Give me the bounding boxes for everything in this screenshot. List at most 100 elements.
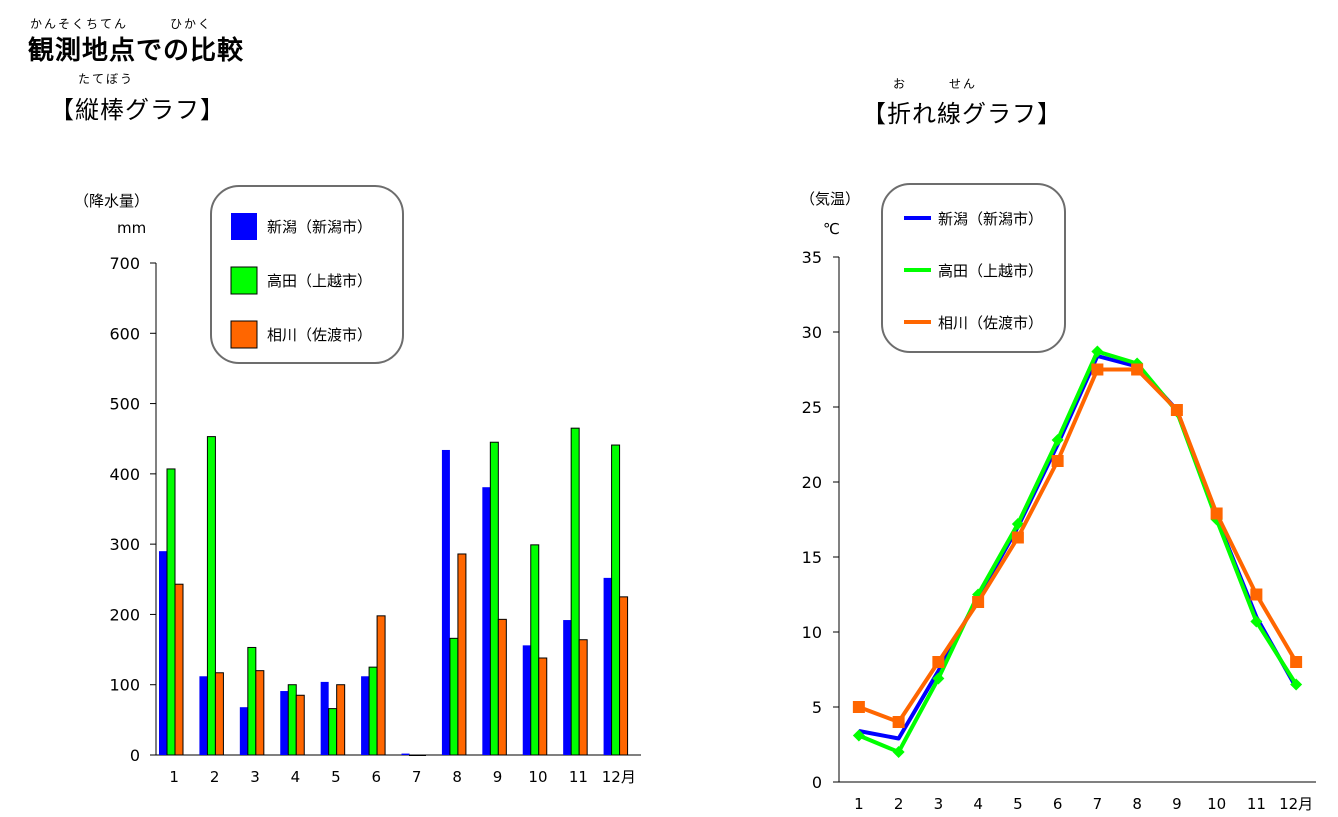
bar-3 — [417, 754, 426, 756]
bar-3 — [295, 694, 305, 756]
bar-1 — [239, 707, 248, 755]
bar-1 — [361, 676, 370, 755]
bar-chart-x-tick-label: 7 — [412, 768, 422, 786]
line-chart-x-tick-label: 11 — [1247, 795, 1266, 813]
data-point-3 — [852, 701, 865, 713]
data-point-2 — [892, 746, 905, 758]
bar-3 — [214, 672, 224, 756]
bar-3 — [619, 596, 629, 756]
bar-chart-ylabel: （降水量） — [74, 192, 150, 210]
page-title: 観測地点での比較 — [28, 36, 245, 66]
series-line-3 — [858, 367, 1298, 724]
bar-chart-y-tick-label: 0 — [130, 746, 140, 765]
bar-1 — [159, 551, 167, 755]
data-point-3 — [892, 716, 905, 728]
data-point-2 — [932, 672, 945, 685]
bar-3 — [174, 583, 184, 756]
line-chart-x-tick-label: 9 — [1172, 795, 1182, 813]
legend-swatch — [230, 266, 258, 295]
bar-2 — [206, 436, 216, 756]
legend-label: 高田（上越市） — [938, 262, 1043, 280]
bar-chart-x-tick-label: 9 — [493, 768, 503, 786]
bar-3 — [578, 639, 588, 756]
bar-chart-y-tick-label: 400 — [109, 465, 140, 484]
legend-swatch — [231, 213, 257, 240]
line-chart-yunit: ℃ — [823, 220, 840, 238]
bar-3 — [336, 684, 346, 756]
line-chart-ylabel: （気温） — [800, 190, 861, 208]
line-chart-x-tick-label: 2 — [894, 795, 904, 813]
line-chart-title: 【折れ線グラフ】 — [862, 100, 1062, 128]
bar-chart-x-tick-label: 2 — [210, 768, 220, 786]
legend-label: 新潟（新潟市） — [938, 210, 1043, 228]
line-chart-y-tick-label: 15 — [802, 548, 822, 567]
bar-1 — [320, 681, 329, 755]
bar-chart-y-tick-label: 600 — [109, 324, 140, 343]
bar-3 — [457, 553, 467, 756]
bar-chart-x-tick-label: 10 — [528, 768, 547, 786]
data-point-3 — [1250, 588, 1263, 601]
bar-1 — [441, 449, 450, 755]
data-point-2 — [1051, 434, 1064, 446]
data-point-3 — [1011, 531, 1024, 544]
bar-3 — [497, 618, 507, 756]
data-point-2 — [852, 729, 865, 742]
bar-chart-x-tick-label: 6 — [372, 768, 382, 786]
series-line-2 — [858, 349, 1298, 754]
data-point-2 — [1011, 518, 1024, 530]
bar-2 — [570, 427, 580, 756]
bar-3 — [255, 670, 265, 756]
line-chart-y-tick-label: 10 — [802, 623, 822, 642]
line-chart-x-tick-label: 1 — [854, 795, 864, 813]
bar-2 — [530, 544, 540, 756]
line-chart-y-tick-label: 0 — [812, 773, 822, 792]
data-point-3 — [1091, 363, 1104, 376]
line-chart-y-tick-label: 30 — [802, 323, 822, 342]
bar-3 — [538, 657, 548, 756]
data-point-3 — [1290, 656, 1303, 668]
bar-1 — [280, 691, 289, 755]
line-chart-x-tick-label: 12月 — [1279, 795, 1313, 813]
bar-1 — [199, 676, 208, 755]
line-chart-legend — [881, 183, 1066, 353]
data-point-2 — [1290, 678, 1303, 691]
line-chart-x-tick-label: 6 — [1053, 795, 1063, 813]
line-chart-x-tick-label: 8 — [1132, 795, 1142, 813]
bar-3 — [376, 615, 386, 756]
data-point-3 — [1170, 404, 1183, 416]
data-point-2 — [1250, 615, 1263, 628]
bar-chart-x-tick-label: 11 — [569, 768, 588, 786]
bar-1 — [563, 620, 572, 755]
bar-1 — [522, 645, 531, 755]
bar-chart-x-tick-label: 1 — [169, 768, 179, 786]
bar-chart-x-tick-label: 5 — [331, 768, 341, 786]
line-chart-x-tick-label: 10 — [1207, 795, 1226, 813]
data-point-3 — [932, 656, 945, 668]
bar-chart-yunit: mm — [117, 219, 147, 237]
bar-1 — [401, 753, 410, 755]
bar-chart-title: 【縦棒グラフ】 — [50, 96, 225, 124]
data-point-3 — [1210, 507, 1223, 520]
data-point-3 — [972, 596, 985, 608]
line-chart-x-tick-label: 5 — [1013, 795, 1023, 813]
line-chart-x-tick-label: 4 — [973, 795, 983, 813]
bar-chart-x-tick-label: 8 — [452, 768, 462, 786]
bar-chart-y-tick-label: 100 — [109, 676, 140, 695]
line-chart-y-tick-label: 35 — [802, 248, 822, 267]
legend-label: 高田（上越市） — [267, 272, 372, 290]
data-point-3 — [1131, 363, 1144, 376]
line-chart-title-ruby: お せん — [893, 77, 978, 91]
bar-chart-legend — [210, 185, 404, 364]
line-chart-x-tick-label: 7 — [1093, 795, 1103, 813]
legend-label: 新潟（新潟市） — [267, 218, 372, 236]
title-ruby: かんそくちてん ひかく — [30, 17, 213, 31]
bar-chart-y-tick-label: 700 — [109, 254, 140, 273]
bar-1 — [482, 487, 491, 755]
bar-chart-y-tick-label: 500 — [109, 395, 140, 414]
line-chart-y-tick-label: 5 — [812, 698, 822, 717]
bar-2 — [489, 441, 499, 756]
line-chart-y-tick-label: 20 — [802, 473, 822, 492]
legend-label: 相川（佐渡市） — [267, 326, 372, 344]
legend-swatch — [230, 320, 258, 349]
